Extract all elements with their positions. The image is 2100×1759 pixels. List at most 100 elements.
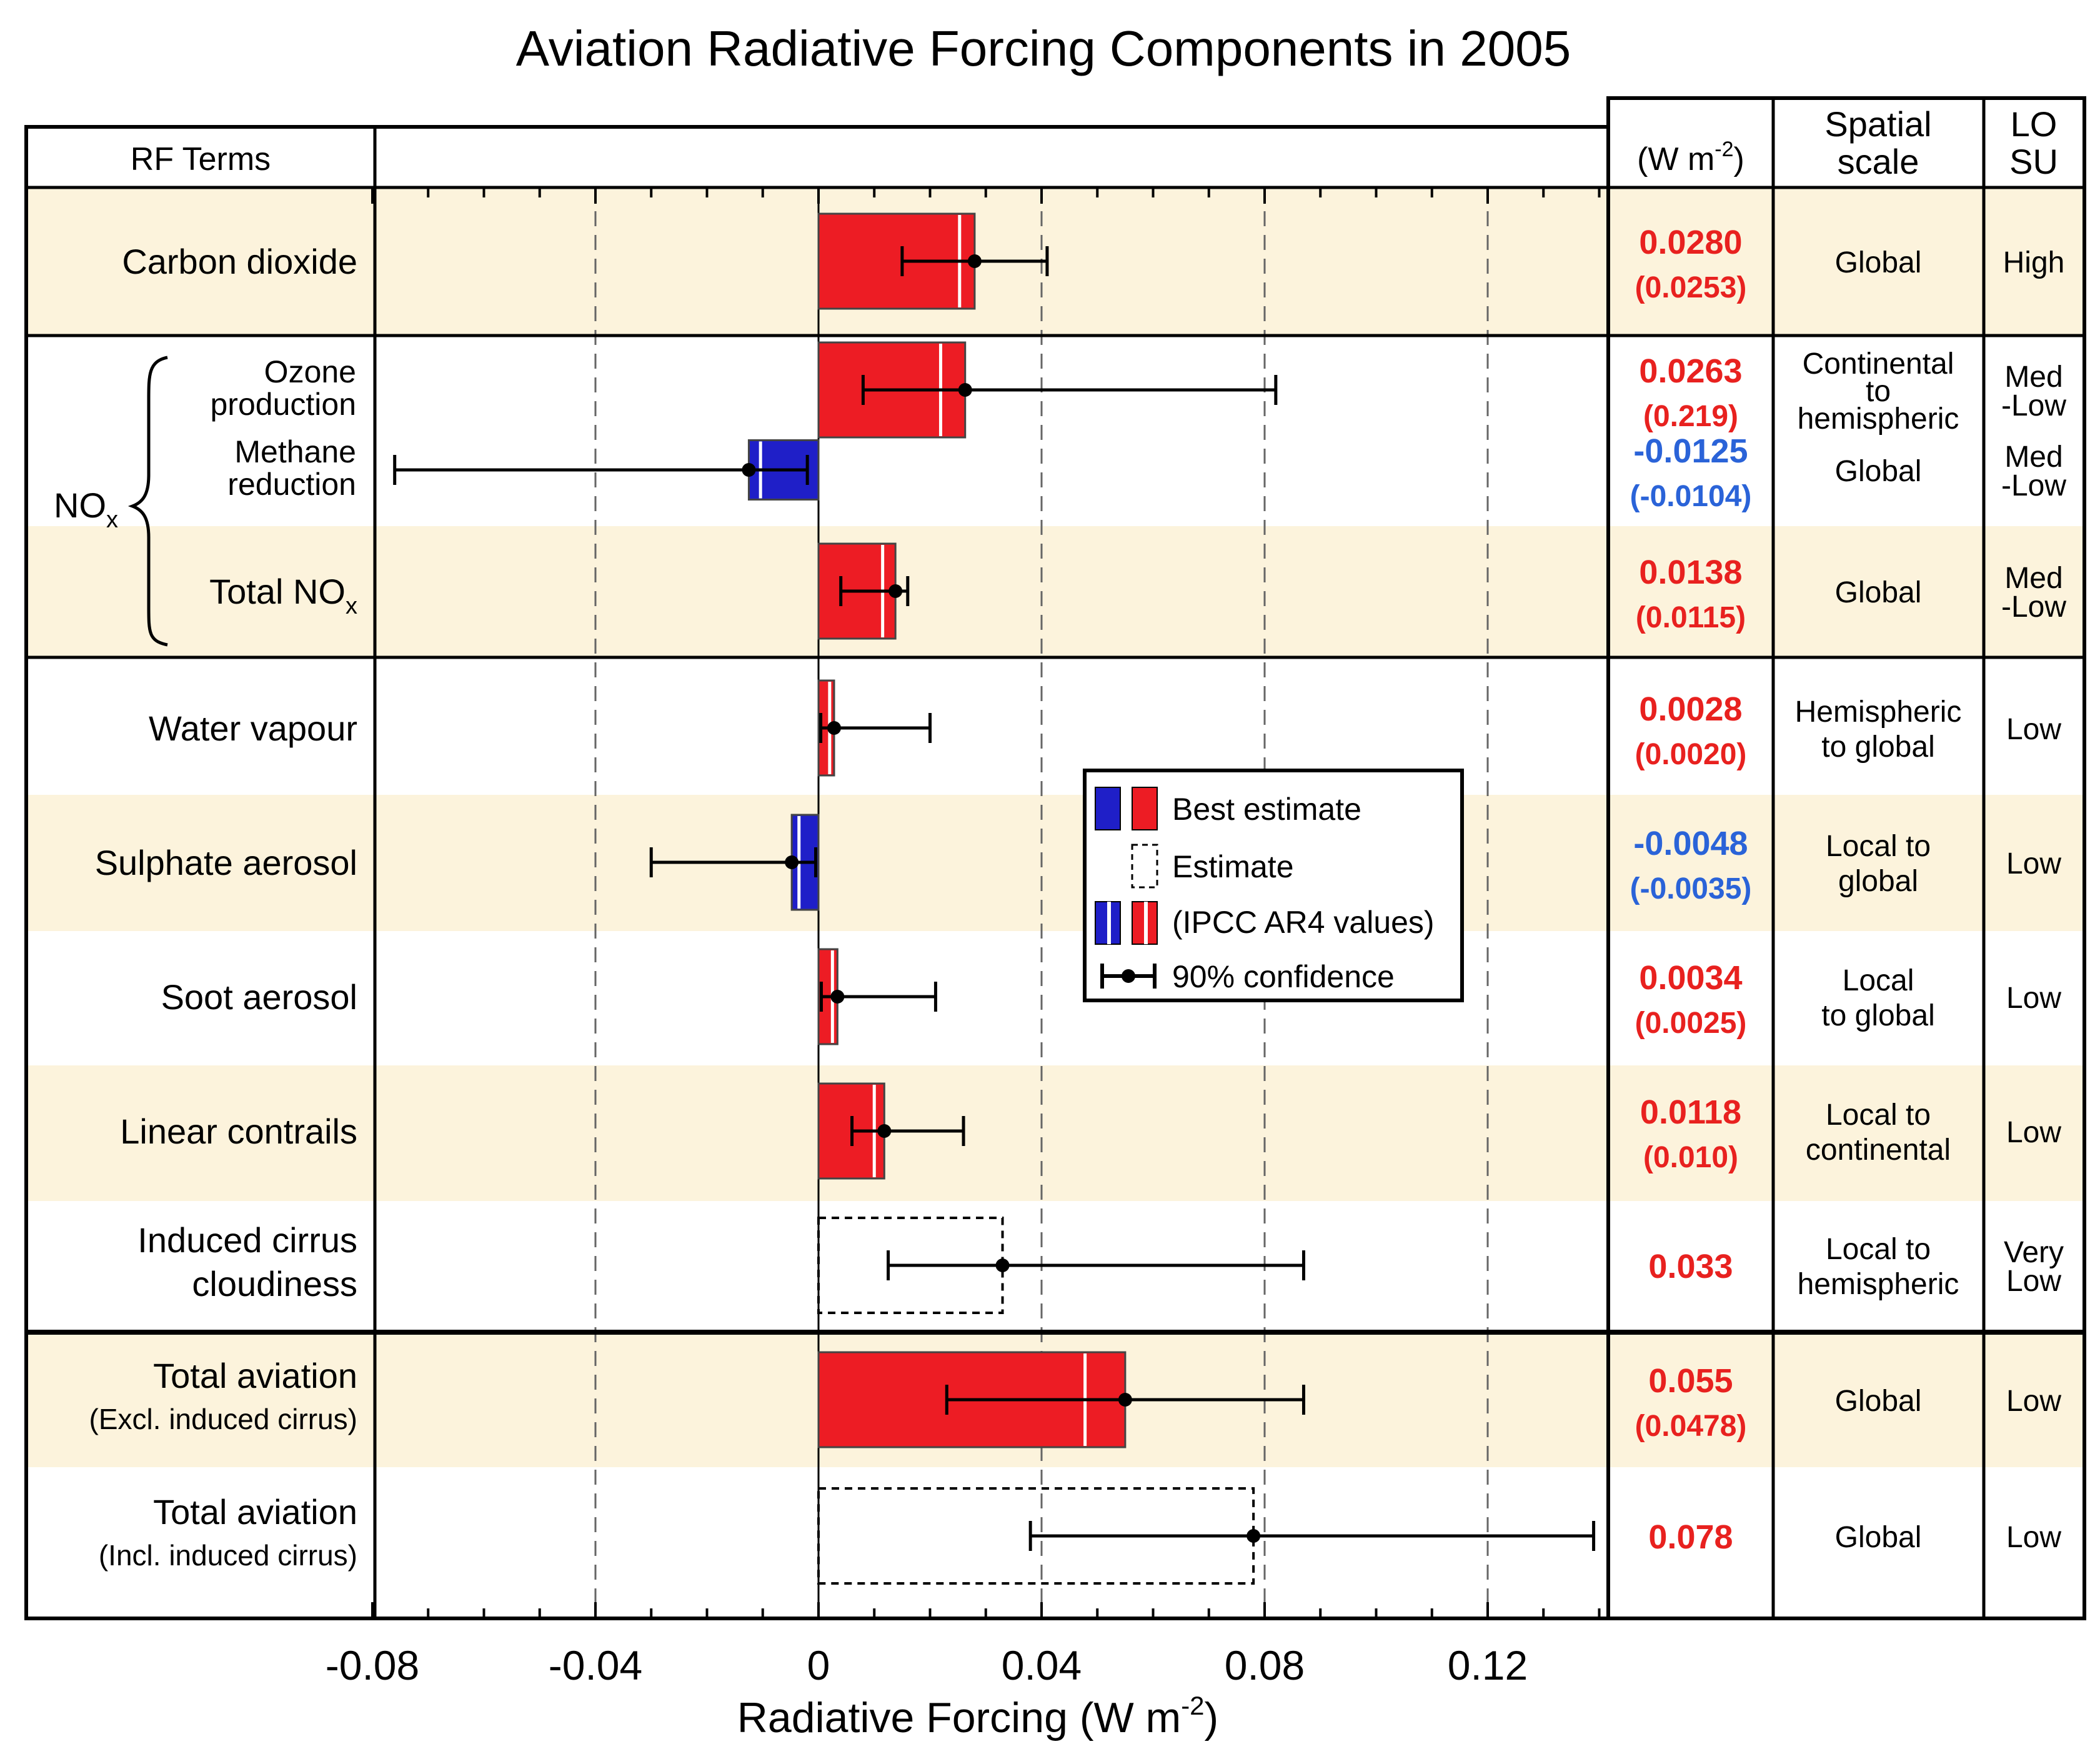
value-1: 0.0263 <box>1639 352 1742 390</box>
spatial-8-1: hemispheric <box>1798 1268 1959 1301</box>
row-label-1-line2: production <box>211 387 357 422</box>
losu-0-0: High <box>2003 246 2065 279</box>
ipcc-value-2: (-0.0104) <box>1630 480 1752 513</box>
value-5: -0.0048 <box>1633 825 1748 862</box>
right-panel-border <box>1606 96 2086 1620</box>
spatial-10-0: Global <box>1835 1521 1922 1554</box>
table-lines <box>24 96 2086 1620</box>
spatial-0-0: Global <box>1835 246 1922 279</box>
row-label-5: Sulphate aerosol <box>95 843 357 882</box>
nox-group: NOx <box>54 356 168 647</box>
ipcc-value-3: (0.0115) <box>1636 601 1746 634</box>
legend-ci-label: 90% confidence <box>1172 959 1395 994</box>
row-text: Carbon dioxide 0.0280 (0.0253) Global High Oz… <box>89 224 2067 1572</box>
x-tick-label-3: 0.04 <box>1002 1642 1082 1688</box>
losu-1-1: -Low <box>2001 389 2066 422</box>
legend-estimate-swatch <box>1131 844 1158 889</box>
row-band-2 <box>26 795 2084 931</box>
bar-8 <box>817 1217 1004 1314</box>
x-axis: -0.08 -0.04 0 0.04 0.08 0.12 Radiative Forcing… <box>326 1642 1528 1742</box>
losu-10-0: Low <box>2006 1521 2061 1554</box>
row-label-1-line1: Ozone <box>264 354 356 389</box>
x-axis-title: Radiative Forcing (W m-2) <box>737 1691 1218 1742</box>
ipcc-value-7: (0.010) <box>1643 1141 1738 1174</box>
spatial-8-0: Local to <box>1826 1233 1931 1266</box>
losu-3-0: Med <box>2004 562 2063 595</box>
units-header-sup: -2 <box>1714 137 1733 161</box>
spatial-7-0: Local to <box>1826 1099 1931 1132</box>
ipcc-value-9: (0.0478) <box>1635 1410 1747 1443</box>
x-tick-label-2: 0 <box>807 1642 830 1688</box>
spatial-header-line2: scale <box>1838 142 1919 181</box>
x-tick-label-0: -0.08 <box>326 1642 419 1688</box>
ci-dot-8 <box>995 1258 1010 1272</box>
losu-6-0: Low <box>2006 982 2061 1015</box>
losu-9-0: Low <box>2006 1385 2061 1418</box>
nox-group-label-base: NO <box>54 486 106 525</box>
ipcc-value-0: (0.0253) <box>1635 271 1747 304</box>
spatial-9-0: Global <box>1835 1385 1922 1418</box>
ipcc-value-5: (-0.0035) <box>1630 872 1752 905</box>
x-axis-title-sup: -2 <box>1181 1691 1204 1720</box>
ci-dot-10 <box>1247 1529 1261 1543</box>
x-axis-title-close: ) <box>1205 1694 1219 1742</box>
x-tick-label-4: 0.08 <box>1225 1642 1305 1688</box>
row-label-0: Carbon dioxide <box>122 242 357 281</box>
legend: Best estimate Estimate (IPCC AR4 values)… <box>1083 769 1464 1002</box>
bar-10 <box>817 1487 1255 1585</box>
value-6: 0.0034 <box>1639 959 1742 997</box>
losu-4-0: Low <box>2006 713 2061 746</box>
spatial-7-1: continental <box>1806 1134 1951 1167</box>
legend-best-swatch-positive <box>1132 787 1158 830</box>
losu-3-1: -Low <box>2001 590 2066 624</box>
x-tick-label-1: -0.04 <box>549 1642 642 1688</box>
spatial-2-0: Global <box>1835 455 1922 488</box>
spatial-header-line1: Spatial <box>1824 104 1931 144</box>
losu-2-0: Med <box>2004 441 2063 474</box>
ci-dot-9 <box>1118 1393 1132 1407</box>
nox-brace <box>127 356 168 647</box>
row-label-3-base: Total NO <box>209 572 346 611</box>
x-axis-title-base: Radiative Forcing (W m <box>737 1694 1181 1742</box>
legend-estimate-label: Estimate <box>1172 849 1294 884</box>
row-label-8-line2: cloudiness <box>192 1264 357 1303</box>
row-label-3: Total NOx <box>209 572 357 619</box>
chart-title: Aviation Radiative Forcing Components in… <box>516 21 1571 76</box>
row-label-4: Water vapour <box>149 709 357 748</box>
ipcc-value-4: (0.0020) <box>1635 738 1747 771</box>
legend-ci-dot <box>1122 969 1135 983</box>
ci-dot-7 <box>877 1124 892 1138</box>
value-0: 0.0280 <box>1639 224 1742 261</box>
legend-ipcc-label: (IPCC AR4 values) <box>1172 905 1435 940</box>
row-label-2-line1: Methane <box>234 434 356 469</box>
losu-7-0: Low <box>2006 1116 2061 1149</box>
row-label-7: Linear contrails <box>120 1112 357 1151</box>
row-label-10-line1: Total aviation <box>153 1492 357 1532</box>
ci-dot-4 <box>827 721 841 735</box>
ipcc-value-6: (0.0025) <box>1635 1007 1747 1040</box>
row-label-10-line2: (Incl. induced cirrus) <box>99 1539 357 1572</box>
value-3: 0.0138 <box>1639 554 1742 591</box>
row-label-6: Soot aerosol <box>161 977 357 1017</box>
ci-dot-2 <box>742 463 756 477</box>
losu-1-0: Med <box>2004 361 2063 394</box>
ipcc-value-1: (0.219) <box>1643 400 1738 433</box>
ci-dot-1 <box>958 383 972 397</box>
spatial-3-0: Global <box>1835 576 1922 609</box>
spatial-6-0: Local <box>1843 964 1914 997</box>
value-7: 0.0118 <box>1640 1094 1741 1131</box>
value-8: 0.033 <box>1648 1248 1733 1285</box>
value-10: 0.078 <box>1648 1518 1733 1556</box>
value-2: -0.0125 <box>1633 432 1748 470</box>
header-cells: RF Terms (W m-2) Spatial scale LO SU <box>131 104 2058 181</box>
spatial-4-1: to global <box>1821 730 1934 764</box>
rf-terms-header: RF Terms <box>131 141 271 177</box>
losu-8-0: Very <box>2004 1236 2064 1269</box>
units-header: (W m-2) <box>1637 137 1744 177</box>
row-label-8-line1: Induced cirrus <box>137 1220 357 1260</box>
row-label-2-line2: reduction <box>227 467 356 502</box>
spatial-1-0: Continental <box>1803 347 1954 381</box>
spatial-5-1: global <box>1838 865 1918 898</box>
nox-group-label: NOx <box>54 486 118 533</box>
